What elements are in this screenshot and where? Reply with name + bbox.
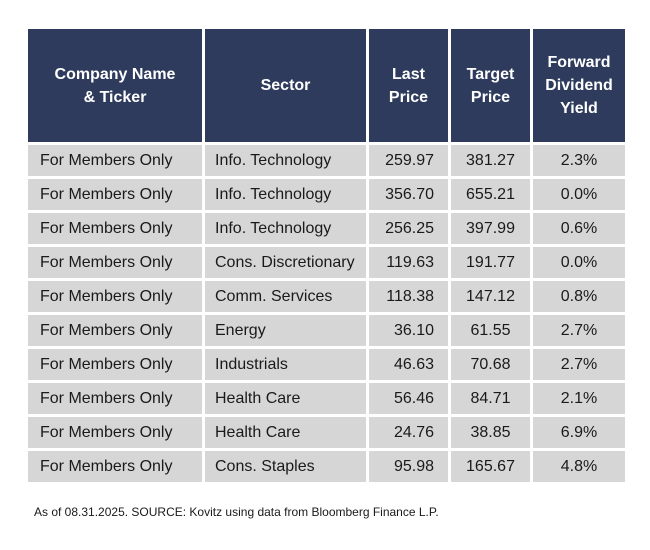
- cell-dividend-yield: 2.7%: [533, 315, 625, 346]
- cell-last-price: 24.76: [369, 417, 448, 448]
- cell-dividend-yield: 0.8%: [533, 281, 625, 312]
- header-label: Sector: [260, 77, 311, 94]
- header-label: Forward: [547, 54, 611, 71]
- header-label: Company Name: [54, 65, 176, 83]
- cell-sector: Industrials: [205, 349, 366, 380]
- cell-last-price: 46.63: [369, 349, 448, 380]
- cell-sector: Energy: [205, 315, 366, 346]
- cell-dividend-yield: 6.9%: [533, 417, 625, 448]
- cell-sector: Health Care: [205, 383, 366, 414]
- cell-company-name: For Members Only: [28, 315, 202, 346]
- cell-sector: Info. Technology: [205, 145, 366, 176]
- header-label: Target: [466, 65, 515, 83]
- cell-target-price: 70.68: [451, 349, 530, 380]
- holdings-table: Company Name & Ticker Sector Last Price …: [28, 29, 625, 482]
- cell-last-price: 118.38: [369, 281, 448, 312]
- cell-target-price: 61.55: [451, 315, 530, 346]
- cell-company-name: For Members Only: [28, 349, 202, 380]
- cell-dividend-yield: 2.7%: [533, 349, 625, 380]
- cell-sector: Comm. Services: [205, 281, 366, 312]
- cell-dividend-yield: 4.8%: [533, 451, 625, 482]
- cell-company-name: For Members Only: [28, 281, 202, 312]
- cell-last-price: 95.98: [369, 451, 448, 482]
- cell-target-price: 84.71: [451, 383, 530, 414]
- header-last-price: Last Price: [369, 29, 448, 142]
- cell-company-name: For Members Only: [28, 247, 202, 278]
- cell-company-name: For Members Only: [28, 383, 202, 414]
- cell-sector: Cons. Discretionary: [205, 247, 366, 278]
- header-label: Price: [470, 88, 511, 106]
- cell-dividend-yield: 0.0%: [533, 179, 625, 210]
- cell-dividend-yield: 2.3%: [533, 145, 625, 176]
- header-label: Yield: [560, 100, 598, 117]
- cell-target-price: 38.85: [451, 417, 530, 448]
- cell-target-price: 397.99: [451, 213, 530, 244]
- cell-company-name: For Members Only: [28, 213, 202, 244]
- header-label: Dividend: [545, 77, 613, 94]
- cell-sector: Cons. Staples: [205, 451, 366, 482]
- cell-sector: Health Care: [205, 417, 366, 448]
- cell-last-price: 356.70: [369, 179, 448, 210]
- cell-last-price: 36.10: [369, 315, 448, 346]
- cell-last-price: 56.46: [369, 383, 448, 414]
- cell-company-name: For Members Only: [28, 145, 202, 176]
- cell-dividend-yield: 0.0%: [533, 247, 625, 278]
- header-sector: Sector: [205, 29, 366, 142]
- cell-sector: Info. Technology: [205, 179, 366, 210]
- cell-dividend-yield: 0.6%: [533, 213, 625, 244]
- source-footnote: As of 08.31.2025. SOURCE: Kovitz using d…: [34, 505, 439, 519]
- cell-target-price: 165.67: [451, 451, 530, 482]
- cell-last-price: 256.25: [369, 213, 448, 244]
- cell-target-price: 655.21: [451, 179, 530, 210]
- cell-last-price: 259.97: [369, 145, 448, 176]
- cell-target-price: 381.27: [451, 145, 530, 176]
- cell-last-price: 119.63: [369, 247, 448, 278]
- cell-dividend-yield: 2.1%: [533, 383, 625, 414]
- header-label: Price: [388, 88, 429, 106]
- header-company-name: Company Name & Ticker: [28, 29, 202, 142]
- cell-target-price: 191.77: [451, 247, 530, 278]
- header-forward-dividend-yield: Forward Dividend Yield: [533, 29, 625, 142]
- header-label: & Ticker: [83, 88, 147, 106]
- header-target-price: Target Price: [451, 29, 530, 142]
- cell-company-name: For Members Only: [28, 417, 202, 448]
- cell-sector: Info. Technology: [205, 213, 366, 244]
- cell-company-name: For Members Only: [28, 451, 202, 482]
- cell-target-price: 147.12: [451, 281, 530, 312]
- header-label: Last: [392, 65, 425, 83]
- cell-company-name: For Members Only: [28, 179, 202, 210]
